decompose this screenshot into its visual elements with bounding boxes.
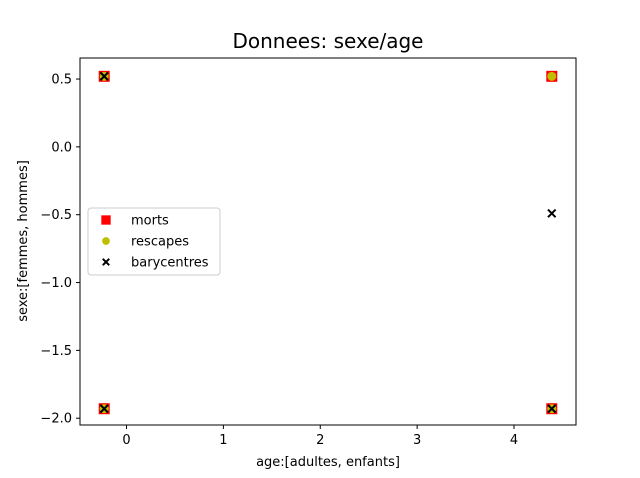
barycentres-point xyxy=(547,404,557,414)
plot-area xyxy=(79,57,577,426)
x-tick-label: 2 xyxy=(316,433,324,448)
y-axis: 0.5 0.0 −0.5 −1.0 −1.5 −2.0 xyxy=(40,73,80,427)
x-tick-label: 3 xyxy=(413,433,421,448)
y-tick-label: 0.5 xyxy=(51,73,72,88)
rescapes-point xyxy=(547,71,557,81)
legend-morts-marker xyxy=(101,215,111,225)
chart-title: Donnees: sexe/age xyxy=(232,29,423,53)
legend-barycentres-marker xyxy=(102,258,110,266)
barycentres-point xyxy=(99,404,109,414)
y-tick-label: −1.0 xyxy=(40,276,72,291)
legend-rescapes-marker xyxy=(102,237,110,245)
x-tick-label: 0 xyxy=(122,433,130,448)
legend-label: rescapes xyxy=(131,235,189,250)
plot-frame xyxy=(79,57,577,426)
legend: morts rescapes barycentres xyxy=(87,207,221,276)
y-tick-label: −2.0 xyxy=(40,412,72,427)
y-tick-label: −1.5 xyxy=(40,344,72,359)
barycentres-point xyxy=(547,208,557,218)
x-axis: 0 1 2 3 4 xyxy=(122,425,518,448)
legend-box xyxy=(87,207,221,276)
legend-label: morts xyxy=(131,214,169,229)
legend-label: barycentres xyxy=(131,256,209,271)
barycentres-point xyxy=(99,71,109,81)
x-tick-label: 4 xyxy=(510,433,518,448)
x-tick-label: 1 xyxy=(219,433,227,448)
x-axis-label: age:[adultes, enfants] xyxy=(256,455,400,470)
y-tick-label: 0.0 xyxy=(51,140,72,155)
y-axis-label: sexe:[femmes, hommes] xyxy=(16,160,31,322)
y-tick-label: −0.5 xyxy=(40,208,72,223)
